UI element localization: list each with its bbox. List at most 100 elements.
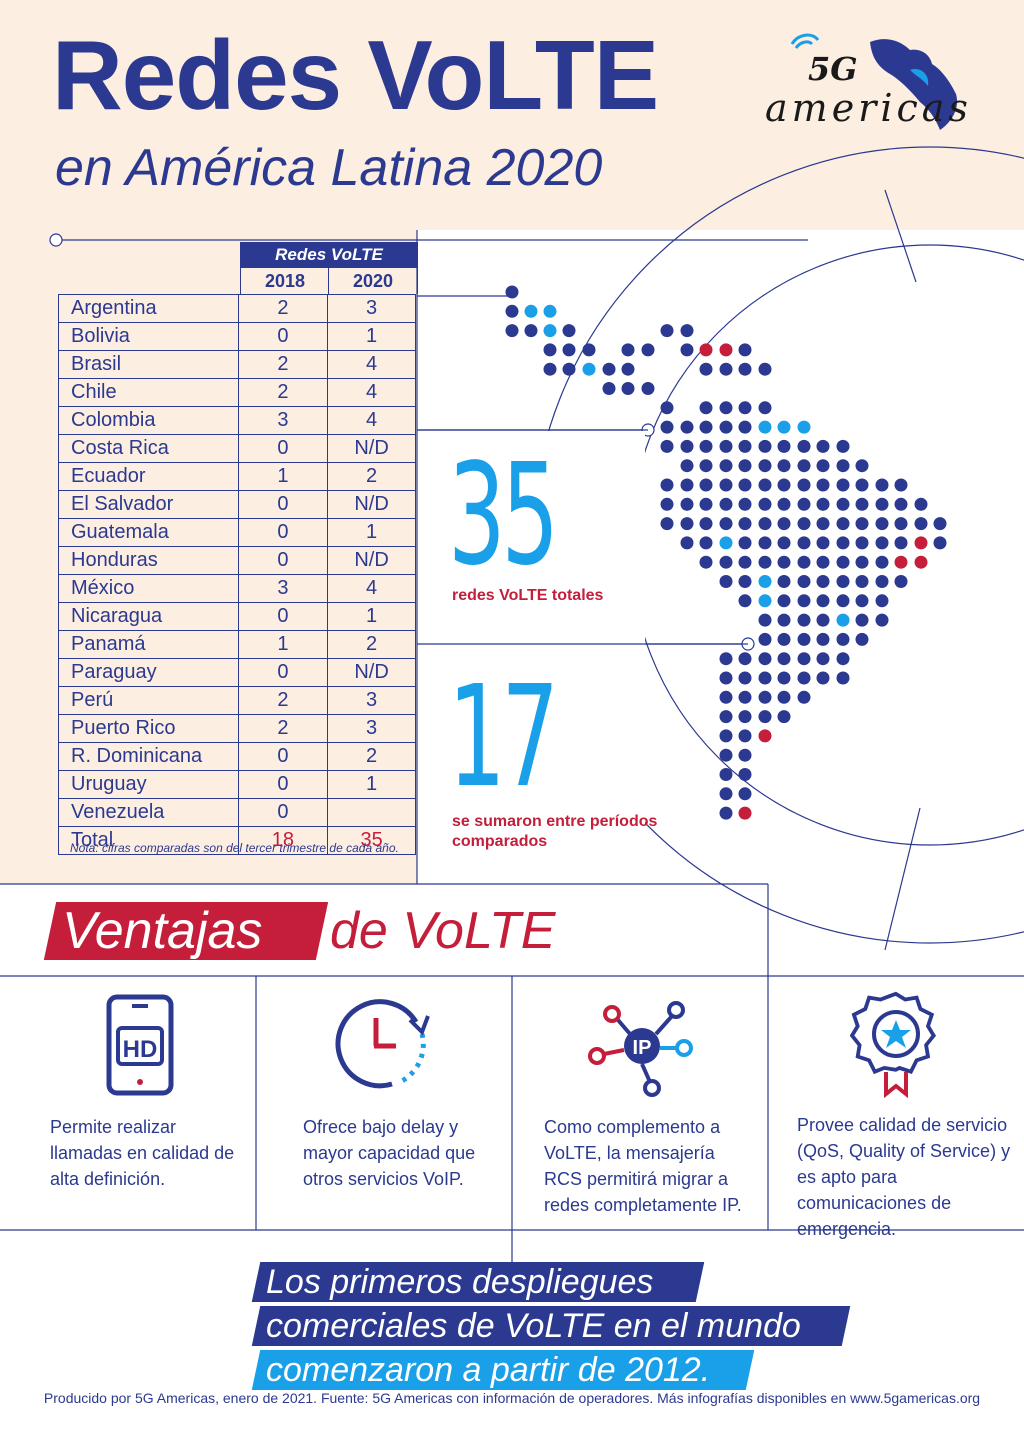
map-dot	[758, 710, 772, 724]
map-dot	[894, 536, 908, 550]
quote-line-1: Los primeros despliegues	[266, 1263, 654, 1301]
quote-line-3: comenzaron a partir de 2012.	[266, 1351, 711, 1389]
country-cell: México	[58, 574, 239, 603]
value-2018-cell: 0	[237, 602, 328, 631]
map-dot	[914, 497, 928, 511]
country-cell: Brasil	[58, 350, 239, 379]
map-dot	[836, 536, 850, 550]
map-dot	[758, 517, 772, 531]
map-dot	[777, 439, 791, 453]
map-dot	[699, 343, 713, 357]
map-dot	[660, 439, 674, 453]
map-dot	[777, 497, 791, 511]
page-title: Redes VoLTE	[52, 20, 659, 130]
table-row: Ecuador 1 2	[58, 462, 416, 491]
country-cell: Costa Rica	[58, 434, 239, 463]
value-2018-cell: 0	[237, 490, 328, 519]
column-header-2020: 2020	[328, 268, 418, 294]
table-row: Honduras 0 N/D	[58, 546, 416, 575]
map-dot	[719, 787, 733, 801]
map-dot	[777, 594, 791, 608]
added-networks-value: 17	[448, 656, 559, 819]
map-dot	[836, 613, 850, 627]
map-dot	[855, 594, 869, 608]
volte-networks-table: Argentina 2 3 Bolivia 0 1 Brasil 2 4 Chile 2 4 Colom…	[58, 294, 416, 855]
map-dot	[738, 343, 752, 357]
map-dot	[777, 536, 791, 550]
map-dot	[758, 575, 772, 588]
country-cell: Puerto Rico	[58, 714, 239, 743]
map-dot	[738, 671, 752, 685]
map-dot	[680, 459, 694, 473]
map-dot	[621, 382, 635, 395]
map-dot	[621, 362, 635, 376]
map-dot	[758, 536, 772, 550]
footer-credits: Producido por 5G Americas, enero de 2021…	[43, 1390, 981, 1406]
added-networks-label: se sumaron entre períodos comparados	[452, 813, 658, 850]
map-dot	[797, 594, 811, 608]
map-dot	[641, 382, 655, 395]
map-dot	[660, 478, 674, 492]
map-dot	[699, 497, 713, 511]
country-cell: Total	[58, 826, 239, 855]
country-cell: Uruguay	[58, 770, 239, 799]
map-dot	[602, 382, 616, 395]
value-2020-cell: 2	[327, 630, 416, 659]
table-row: México 3 4	[58, 574, 416, 603]
map-dot	[855, 575, 869, 588]
map-dot	[738, 768, 752, 781]
value-2018-cell: 1	[237, 462, 328, 491]
value-2020-cell: 4	[327, 378, 416, 407]
map-dot	[894, 497, 908, 511]
map-dot	[524, 304, 538, 318]
map-dot	[719, 478, 733, 492]
map-dot	[719, 710, 733, 724]
value-2020-cell: N/D	[327, 546, 416, 575]
map-dot	[855, 497, 869, 511]
table-row: Panamá 1 2	[58, 630, 416, 659]
map-dot	[621, 343, 635, 357]
table-row: Uruguay 0 1	[58, 770, 416, 799]
map-dot	[719, 690, 733, 704]
map-dot	[602, 362, 616, 376]
country-cell: Chile	[58, 378, 239, 407]
map-dot	[680, 517, 694, 531]
map-dot	[777, 555, 791, 569]
map-dot	[699, 401, 713, 415]
map-dot	[738, 748, 752, 762]
map-dot	[836, 517, 850, 531]
value-2018-cell: 0	[237, 322, 328, 351]
map-dot	[797, 671, 811, 685]
value-2020-cell: 4	[327, 350, 416, 379]
map-dot	[562, 362, 576, 376]
map-dot	[543, 362, 557, 376]
total-networks-value: 35	[448, 434, 559, 597]
country-cell: R. Dominicana	[58, 742, 239, 771]
map-dot	[816, 613, 830, 627]
map-dot	[543, 324, 557, 338]
advantage-rcs-text: Como complemento a VoLTE, la mensajería …	[544, 1117, 742, 1215]
table-row: Nicaragua 0 1	[58, 602, 416, 631]
map-dot	[914, 555, 928, 569]
value-2020-cell: 1	[327, 602, 416, 631]
map-dot	[797, 459, 811, 473]
map-dot	[777, 459, 791, 473]
country-cell: Honduras	[58, 546, 239, 575]
value-2018-cell: 2	[237, 714, 328, 743]
map-dot	[855, 536, 869, 550]
map-dot	[680, 420, 694, 434]
map-dot	[505, 324, 519, 338]
map-dot	[855, 632, 869, 646]
map-dot	[816, 671, 830, 685]
map-dot	[875, 613, 889, 627]
value-2020-cell: 35	[327, 826, 416, 855]
map-dot	[777, 517, 791, 531]
map-dot	[836, 459, 850, 473]
map-dot	[797, 497, 811, 511]
map-dot	[797, 613, 811, 627]
map-dot	[719, 768, 733, 781]
value-2018-cell: 3	[237, 406, 328, 435]
map-dot	[855, 555, 869, 569]
map-dot	[816, 497, 830, 511]
map-dot	[641, 343, 655, 357]
